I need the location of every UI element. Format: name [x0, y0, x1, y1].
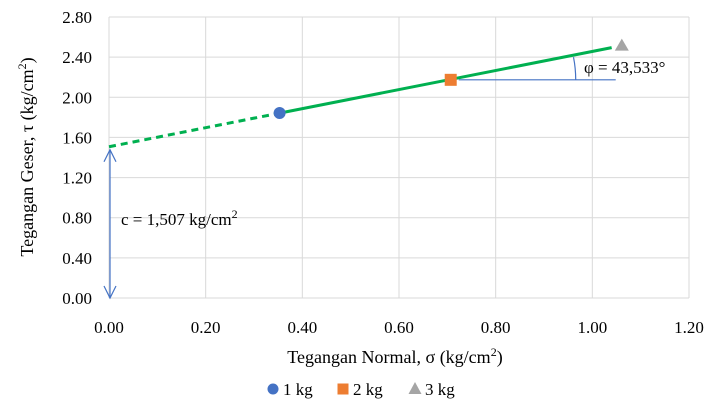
y-tick-label: 0.00 [62, 289, 92, 308]
x-tick-label: 1.00 [577, 318, 607, 337]
legend-label: 3 kg [425, 380, 455, 399]
y-tick-label: 1.60 [62, 128, 92, 147]
legend-marker-1-kg [268, 384, 279, 395]
y-tick-label: 0.40 [62, 249, 92, 268]
legend-label: 2 kg [353, 380, 383, 399]
x-axis-title: Tegangan Normal, σ (kg/cm2) [287, 345, 502, 368]
legend-marker-2-kg [338, 384, 349, 395]
friction-angle-label: φ = 43,533° [584, 58, 665, 77]
legend-label: 1 kg [283, 380, 313, 399]
legend: 1 kg 2 kg 3 kg [268, 380, 456, 399]
point-2-kg [445, 74, 457, 86]
x-tick-label: 0.80 [481, 318, 511, 337]
y-tick-label: 1.20 [62, 169, 92, 188]
x-tick-label: 1.20 [674, 318, 704, 337]
x-tick-label: 0.00 [94, 318, 124, 337]
y-tick-label: 2.40 [62, 48, 92, 67]
cohesion-label: c = 1,507 kg/cm2 [121, 207, 238, 229]
y-tick-label: 0.80 [62, 209, 92, 228]
y-tick-label: 2.80 [62, 8, 92, 27]
y-axis-title: Tegangan Geser, τ (kg/cm2) [15, 57, 38, 256]
y-tick-label: 2.00 [62, 88, 92, 107]
point-1-kg [274, 107, 286, 119]
x-tick-label: 0.60 [384, 318, 414, 337]
x-tick-label: 0.40 [287, 318, 317, 337]
x-tick-label: 0.20 [191, 318, 221, 337]
